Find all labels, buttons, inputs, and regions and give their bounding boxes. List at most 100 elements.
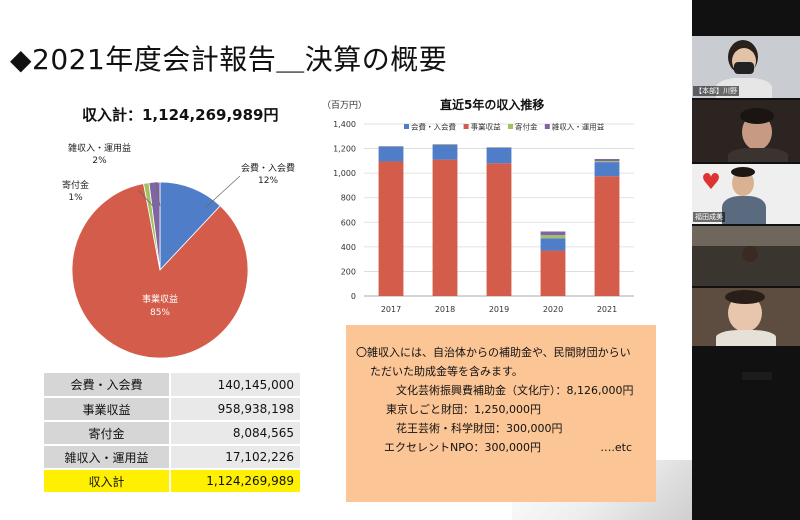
bar-segment <box>432 159 458 296</box>
y-tick-label: 400 <box>341 243 356 252</box>
participant-hair <box>740 108 774 124</box>
bar-segment <box>594 161 620 163</box>
participant-tile[interactable]: 【本部】川野 <box>692 36 800 98</box>
row-value: 140,145,000 <box>169 373 300 398</box>
row-value: 17,102,226 <box>169 445 300 470</box>
participant-body <box>716 330 776 346</box>
x-tick-label: 2017 <box>381 305 401 314</box>
bar-segment <box>594 176 620 296</box>
participant-tile[interactable] <box>692 226 800 286</box>
pie-slice-3 <box>148 181 161 271</box>
participant-name: 【本部】川野 <box>693 86 739 96</box>
table-row: 会費・入会費 140,145,000 <box>44 373 300 398</box>
table-row: 雑収入・運用益 17,102,226 <box>44 445 300 470</box>
y-tick-label: 1,200 <box>333 145 356 154</box>
bar-segment <box>486 163 512 296</box>
strip-decoration <box>742 372 772 380</box>
bar-segment <box>378 161 404 296</box>
income-total-heading: 収入計：1,124,269,989円 <box>82 106 279 124</box>
bar-segment <box>540 235 566 239</box>
y-tick-label: 0 <box>351 292 356 301</box>
pie-label-business-name: 事業収益 <box>142 293 178 305</box>
bar-chart-unit: （百万円） <box>322 101 368 111</box>
pie-label-membership-name: 会費・入会費 <box>241 164 296 174</box>
row-label: 寄付金 <box>44 421 170 446</box>
table-row: 事業収益 958,938,198 <box>44 397 300 422</box>
x-tick-label: 2018 <box>435 305 455 314</box>
participant-body <box>722 196 766 224</box>
note-item: 花王芸術・科学財団：300,000円 <box>396 422 563 435</box>
pie-label-donation-pct: 1% <box>68 193 83 203</box>
row-label: 会費・入会費 <box>44 373 170 398</box>
participant-body <box>728 148 788 162</box>
participant-tile[interactable]: ♥ 福田成美 <box>692 164 800 224</box>
note-item: エクセレントNPO：300,000円 <box>384 441 542 454</box>
legend-swatch <box>463 124 469 129</box>
participant-face <box>742 246 758 262</box>
income-trend-bar-chart: 会費・入会費 事業収益 寄付金 雑収入・運用益 2017 2018 2019 2020 202… <box>333 120 634 314</box>
note-item-row: エクセレントNPO：300,000円 ….etc <box>356 438 646 457</box>
legend-swatch <box>508 124 513 129</box>
row-label: 事業収益 <box>44 397 170 422</box>
bar-segment <box>540 250 566 296</box>
x-tick-label: 2020 <box>543 305 563 314</box>
income-pie-chart: 事業収益 85% <box>71 175 249 359</box>
participant-name: 福田成美 <box>693 212 725 222</box>
bar-segment <box>432 144 458 160</box>
slide-title: ◆2021年度会計報告＿決算の概要 <box>10 43 448 76</box>
x-tick-label: 2021 <box>597 305 617 314</box>
row-value: 8,084,565 <box>169 421 300 446</box>
miscellaneous-income-note: 〇雑収入には、自治体からの補助金や、民間財団からい ただいた助成金等を含みます。… <box>346 325 656 502</box>
bar-segment <box>594 162 620 177</box>
y-tick-label: 200 <box>341 267 356 276</box>
pie-label-membership: 会費・入会費 12% <box>241 163 295 187</box>
table-row: 寄付金 8,084,565 <box>44 421 300 446</box>
legend-label: 会費・入会費 <box>411 122 456 132</box>
participant-hair <box>731 167 755 177</box>
note-etc: ….etc <box>600 441 632 454</box>
pie-label-donation: 寄付金 1% <box>62 180 89 204</box>
pie-slice-1 <box>71 183 249 359</box>
participant-tile[interactable] <box>692 100 800 162</box>
bar-segment <box>378 146 404 162</box>
legend-label: 事業収益 <box>471 122 501 132</box>
pie-label-membership-pct: 12% <box>258 176 279 186</box>
bar-segment <box>540 231 566 236</box>
y-tick-label: 1,400 <box>333 120 356 129</box>
table-total-row: 収入計 1,124,269,989 <box>44 469 300 494</box>
bar-segment <box>594 159 620 162</box>
row-label: 雑収入・運用益 <box>44 445 170 470</box>
bar-segment <box>486 147 512 164</box>
legend-label: 雑収入・運用益 <box>552 122 605 132</box>
background-wall <box>692 226 800 246</box>
participant-mask <box>734 62 754 74</box>
bar-segment <box>540 238 566 251</box>
x-tick-label: 2019 <box>489 305 509 314</box>
y-tick-label: 600 <box>341 218 356 227</box>
note-item: 文化芸術振興費補助金（文化庁）：8,126,000円 <box>396 384 634 397</box>
note-line-1: 〇雑収入には、自治体からの補助金や、民間財団からい <box>356 346 631 359</box>
income-breakdown-table: 会費・入会費 140,145,000 事業収益 958,938,198 寄付金 8,0… <box>44 373 300 494</box>
y-tick-label: 1,000 <box>333 169 356 178</box>
participant-hair <box>725 290 765 304</box>
legend-swatch <box>544 124 550 129</box>
pie-label-misc: 雑収入・運用益 2% <box>68 143 131 167</box>
heart-logo-icon: ♥ <box>701 170 721 195</box>
pie-label-business-pct: 85% <box>150 308 170 318</box>
legend-swatch <box>404 124 409 129</box>
row-value: 958,938,198 <box>169 397 300 422</box>
note-line-2: ただいた助成金等を含みます。 <box>370 365 523 378</box>
pie-label-misc-name: 雑収入・運用益 <box>68 144 132 154</box>
legend-label: 寄付金 <box>515 122 538 132</box>
participant-tile[interactable] <box>692 288 800 346</box>
bar-chart-title: 直近5年の収入推移 <box>440 98 545 112</box>
participant-video-strip: 【本部】川野 ♥ 福田成美 <box>692 0 800 520</box>
note-item: 東京しごと財団：1,250,000円 <box>386 403 541 416</box>
total-value: 1,124,269,989 <box>169 469 300 494</box>
pie-slice-0 <box>159 181 221 272</box>
pie-label-misc-pct: 2% <box>92 156 107 166</box>
y-tick-label: 800 <box>341 194 356 203</box>
total-label: 収入計 <box>44 469 170 494</box>
pie-label-donation-name: 寄付金 <box>62 181 90 191</box>
shared-slide: ◆2021年度会計報告＿決算の概要 収入計：1,124,269,989円 雑収入… <box>0 0 692 520</box>
